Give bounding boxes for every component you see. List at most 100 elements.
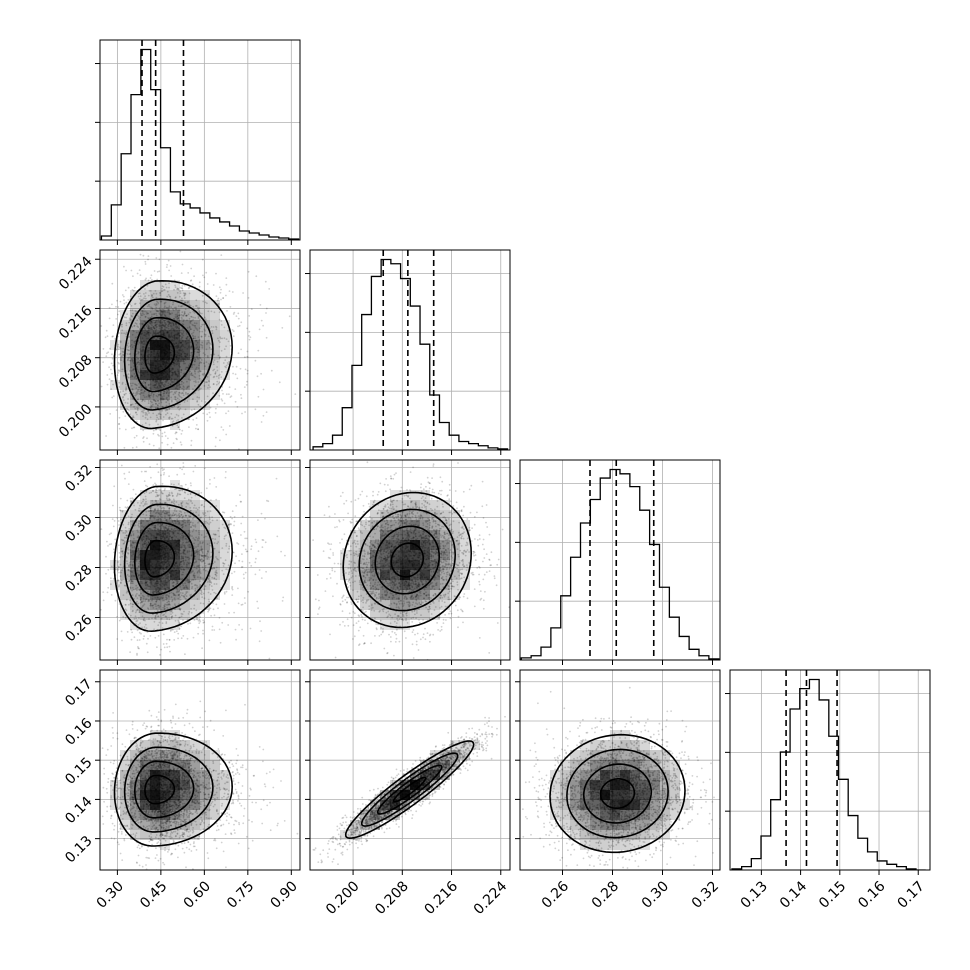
scatter-point-2-0-189 — [133, 636, 136, 639]
scatter-point-2-0-1120 — [120, 579, 123, 582]
scatter-point-2-0-1467 — [189, 515, 192, 518]
density-cell-1-0-2-4 — [120, 400, 130, 410]
scatter-point-1-0-2026 — [186, 400, 189, 402]
scatter-point-1-0-1478 — [237, 352, 240, 355]
scatter-point-2-0-1168 — [189, 493, 192, 495]
scatter-point-1-0-247 — [201, 330, 204, 333]
scatter-point-1-0-378 — [138, 392, 141, 395]
scatter-point-1-0-986 — [143, 313, 145, 316]
density-cell-1-0-8-3 — [180, 410, 190, 420]
scatter-point-1-0-194 — [208, 380, 211, 383]
scatter-point-2-0-1933 — [185, 506, 188, 508]
scatter-point-1-0-1498 — [264, 280, 267, 283]
scatter-point-2-0-2005 — [201, 566, 204, 569]
scatter-point-2-0-1065 — [201, 550, 204, 553]
scatter-point-2-0-912 — [119, 563, 122, 566]
scatter-point-1-0-2299 — [175, 390, 178, 393]
scatter-point-2-0-1803 — [144, 503, 146, 506]
scatter-point-1-0-1228 — [191, 334, 194, 337]
scatter-point-1-0-2344 — [122, 347, 124, 350]
scatter-point-1-0-2379 — [181, 263, 184, 266]
scatter-point-1-0-1095 — [125, 322, 128, 325]
scatter-point-1-0-797 — [189, 328, 192, 331]
scatter-point-1-0-1552 — [147, 410, 150, 412]
scatter-point-1-0-34 — [151, 294, 153, 296]
density-cell-1-0-9-4 — [190, 400, 200, 410]
scatter-point-2-0-1684 — [163, 605, 166, 607]
scatter-point-2-0-861 — [198, 619, 201, 622]
scatter-point-2-0-915 — [135, 610, 138, 612]
scatter-point-2-0-394 — [120, 547, 123, 550]
scatter-point-1-0-2239 — [206, 283, 209, 285]
scatter-point-1-0-2487 — [133, 426, 136, 429]
scatter-point-1-0-1891 — [206, 355, 209, 357]
scatter-point-1-0-1650 — [131, 289, 134, 291]
scatter-point-1-0-478 — [177, 426, 180, 428]
scatter-point-2-0-1677 — [161, 492, 163, 495]
scatter-point-2-0-2095 — [118, 524, 120, 526]
scatter-point-2-0-431 — [128, 564, 130, 566]
scatter-point-1-0-698 — [183, 284, 186, 287]
scatter-point-2-0-309 — [165, 494, 168, 497]
scatter-point-2-0-747 — [155, 599, 158, 602]
contour-level-1-0-1 — [133, 316, 195, 393]
scatter-point-1-0-2159 — [155, 312, 157, 315]
scatter-point-1-0-292 — [136, 319, 139, 322]
scatter-point-1-0-743 — [214, 372, 217, 375]
scatter-point-1-0-2427 — [173, 405, 176, 408]
scatter-point-2-0-1488 — [170, 514, 173, 517]
scatter-point-1-0-812 — [190, 328, 192, 331]
scatter-point-2-0-390 — [209, 544, 212, 547]
scatter-point-2-0-1038 — [179, 607, 182, 610]
scatter-point-1-0-1333 — [183, 297, 186, 299]
scatter-point-1-0-782 — [155, 257, 158, 259]
scatter-point-2-0-338 — [142, 604, 145, 607]
scatter-point-2-0-118 — [153, 516, 155, 519]
scatter-point-1-0-1835 — [166, 409, 169, 411]
scatter-point-1-0-1988 — [132, 312, 134, 315]
scatter-point-1-0-952 — [184, 308, 187, 311]
scatter-point-1-0-2500 — [201, 294, 204, 297]
scatter-point-1-0-1138 — [123, 302, 126, 305]
scatter-point-2-0-2058 — [197, 569, 200, 572]
density-cell-1-0-8-12 — [180, 320, 190, 330]
scatter-point-2-0-853 — [224, 476, 227, 479]
scatter-point-2-0-1615 — [199, 570, 201, 572]
scatter-point-1-0-969 — [212, 361, 215, 363]
scatter-point-1-0-1292 — [160, 413, 162, 416]
scatter-point-2-0-774 — [211, 589, 214, 591]
scatter-point-2-0-10 — [171, 615, 174, 618]
scatter-point-1-0-2572 — [248, 315, 251, 317]
scatter-point-1-0-505 — [125, 331, 128, 334]
histogram-2 — [520, 468, 720, 660]
scatter-point-1-0-1893 — [215, 272, 217, 275]
scatter-point-2-0-657 — [125, 529, 127, 532]
scatter-point-2-0-398 — [202, 612, 205, 614]
scatter-point-1-0-1992 — [171, 421, 174, 423]
contours-1-0 — [113, 279, 234, 430]
scatter-point-2-0-145 — [214, 538, 217, 541]
scatter-point-2-0-1401 — [113, 520, 116, 522]
scatter-point-1-0-4 — [246, 380, 248, 383]
scatter-point-2-0-1454 — [106, 540, 108, 543]
scatter-point-2-0-707 — [201, 560, 203, 563]
scatter-point-2-0-503 — [122, 552, 124, 555]
scatter-point-2-0-1019 — [126, 560, 128, 562]
scatter-point-1-0-620 — [232, 372, 235, 375]
scatter-point-2-0-92 — [213, 591, 216, 594]
scatter-point-2-0-1079 — [162, 606, 165, 609]
scatter-point-1-0-1411 — [270, 369, 273, 372]
scatter-point-1-0-1325 — [225, 433, 228, 436]
scatter-point-2-0-1916 — [107, 545, 109, 547]
scatter-point-2-0-1631 — [196, 538, 199, 540]
scatter-point-1-0-301 — [182, 389, 185, 392]
scatter-point-1-0-2034 — [218, 286, 221, 289]
scatter-point-1-0-2245 — [144, 278, 147, 281]
scatter-point-1-0-2331 — [141, 424, 144, 426]
scatter-point-1-0-2450 — [165, 266, 168, 268]
scatter-point-2-0-1854 — [168, 498, 171, 500]
density-cell-1-0-8-15 — [180, 290, 190, 300]
scatter-point-2-0-1624 — [170, 610, 173, 612]
scatter-point-1-0-730 — [125, 370, 128, 372]
scatter-point-1-0-98 — [175, 400, 178, 403]
